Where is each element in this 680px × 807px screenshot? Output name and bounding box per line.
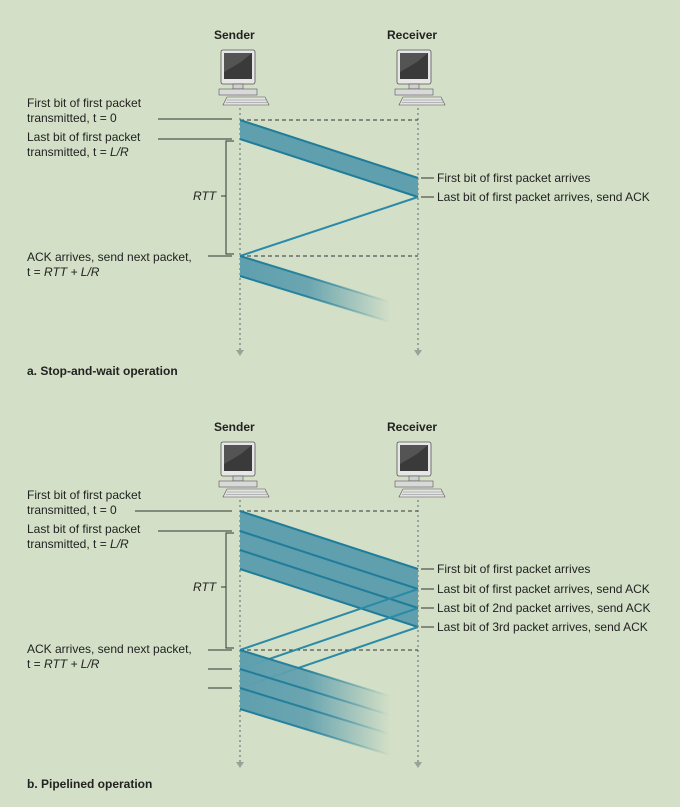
rtt-bracket-b [225, 532, 234, 649]
rtt-text-b: RTT [193, 580, 217, 594]
receiver-timeline-arrow [414, 350, 422, 356]
sender-label-b: Sender [214, 420, 255, 434]
last-bit-sent-text: transmitted, t = [27, 145, 111, 159]
recv-last2-label-b: Last bit of 2nd packet arrives, send ACK [437, 601, 651, 615]
rtt-label-b: RTT [193, 580, 216, 595]
next-packet-line-b-3 [239, 708, 391, 756]
receiver-label: Receiver [387, 28, 438, 42]
first-bit-sent-label-b: First bit of first packet transmitted, t… [27, 488, 141, 518]
last-bit-sent-label: Last bit of first packet transmitted, t … [27, 130, 140, 160]
next-packets-band-b [240, 650, 390, 755]
last-bit-sent-line2-b: transmitted, t = L/R [27, 537, 140, 552]
recv-last1-label-b: Last bit of first packet arrives, send A… [437, 582, 650, 596]
rtt-bracket [225, 140, 234, 255]
packet-band [240, 120, 418, 197]
receiver-computer-icon [394, 49, 446, 106]
next-packet-line-b-0 [239, 649, 391, 697]
ack-arrives-t-b: t = [27, 657, 45, 671]
ack-line [239, 196, 419, 257]
ack-arrives-line2-b: t = RTT + L/R [27, 657, 192, 672]
next-packet-band [240, 256, 390, 322]
recv-last3-label-b: Last bit of 3rd packet arrives, send ACK [437, 620, 648, 634]
rtt-text: RTT [193, 189, 217, 203]
ack-arrives-line2: t = RTT + L/R [27, 265, 192, 280]
next-packet-first-line [239, 255, 391, 303]
caption-a: a. Stop-and-wait operation [27, 364, 178, 378]
packet-bands-b [240, 511, 418, 627]
ack-arrives-line1-b: ACK arrives, send next packet, [27, 642, 192, 656]
next-packet-line-b-1 [239, 668, 391, 716]
sender-computer-icon [218, 49, 270, 106]
ack-line-b-1 [239, 588, 419, 651]
recv-first-label-b: First bit of first packet arrives [437, 562, 591, 576]
ack-arrives-label: ACK arrives, send next packet, t = RTT +… [27, 250, 192, 280]
first-bit-sent-line1: First bit of first packet [27, 96, 142, 110]
first-bit-sent-line2: transmitted, t = 0 [27, 111, 117, 125]
packet-line-b-0 [239, 510, 419, 570]
last-bit-sent-label-b: Last bit of first packet transmitted, t … [27, 522, 140, 552]
caption-b: b. Pipelined operation [27, 777, 153, 791]
last-bit-sent-line1: Last bit of first packet [27, 130, 141, 144]
last-bit-sent-var-b: L/R [110, 537, 129, 551]
panel-a [158, 49, 446, 356]
recv-first-label: First bit of first packet arrives [437, 171, 591, 185]
recv-last-label: Last bit of first packet arrives, send A… [437, 190, 650, 204]
sender-label: Sender [214, 28, 255, 42]
ack-arrives-line1: ACK arrives, send next packet, [27, 250, 192, 264]
panel-b [135, 441, 446, 768]
sender-timeline-arrow [236, 350, 244, 356]
sender-computer-icon-b [218, 441, 270, 498]
first-bit-sent-label: First bit of first packet transmitted, t… [27, 96, 141, 126]
next-packet-last-line [239, 275, 391, 323]
receiver-label-b: Receiver [387, 420, 438, 434]
receiver-computer-icon-b [394, 441, 446, 498]
ack-arrives-t: t = [27, 265, 45, 279]
last-bit-sent-text-b: transmitted, t = [27, 537, 111, 551]
packet-first-bit-line [239, 119, 419, 179]
first-bit-sent-line2-b: transmitted, t = 0 [27, 503, 117, 517]
packet-last-bit-line [239, 138, 419, 198]
last-bit-sent-line2: transmitted, t = L/R [27, 145, 140, 160]
rtt-label: RTT [193, 189, 216, 204]
ack-arrives-var-b: RTT + L/R [44, 657, 100, 671]
receiver-timeline-arrow-b [414, 762, 422, 768]
sender-timeline-arrow-b [236, 762, 244, 768]
last-bit-sent-line1-b: Last bit of first packet [27, 522, 141, 536]
last-bit-sent-var: L/R [110, 145, 129, 159]
packet-line-b-1 [239, 530, 419, 590]
ack-arrives-label-b: ACK arrives, send next packet, t = RTT +… [27, 642, 192, 672]
next-packet-line-b-2 [239, 687, 391, 735]
ack-arrives-var: RTT + L/R [44, 265, 100, 279]
first-bit-sent-line1-b: First bit of first packet [27, 488, 142, 502]
